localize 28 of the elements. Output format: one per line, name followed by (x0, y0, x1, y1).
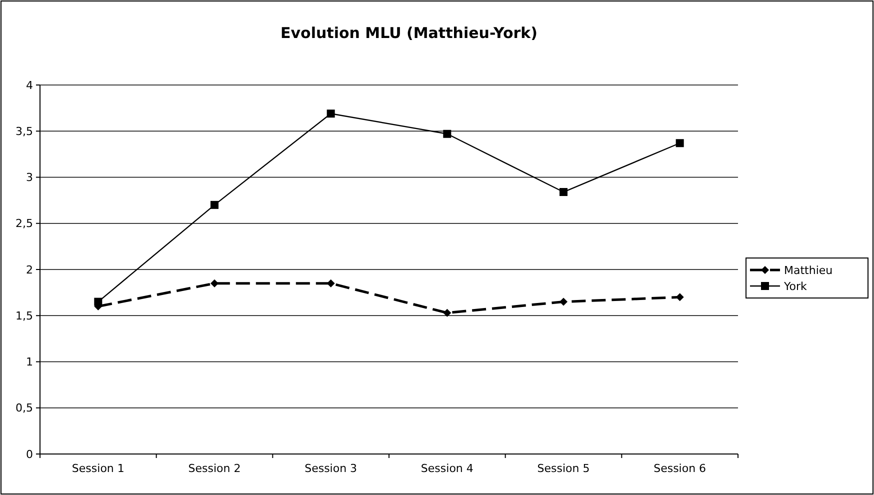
y-tick-label: 1 (26, 356, 33, 369)
x-tick-label: Session 3 (304, 462, 358, 475)
point (443, 308, 452, 317)
x-tick-label: Session 4 (420, 462, 474, 475)
y-tick-label: 2,5 (16, 217, 33, 230)
y-tick-label: 0 (26, 448, 33, 461)
x-tick-label: Session 6 (654, 462, 706, 475)
x-tick-label: Session 2 (188, 462, 241, 475)
point (560, 188, 568, 196)
point (326, 110, 335, 118)
point (560, 298, 568, 306)
x-tick-label: Session 5 (537, 462, 590, 475)
y-tick-label: 4 (26, 78, 33, 92)
y-tick-label: 0,5 (16, 402, 33, 415)
y-tick-label: 2 (26, 263, 33, 276)
point (210, 200, 218, 209)
x-tick-label: Session 1 (72, 462, 124, 475)
point (210, 279, 218, 288)
legend-label: Matthieu (784, 264, 833, 277)
y-tick-label: 3 (26, 171, 33, 184)
point (94, 298, 102, 306)
legend-label: York (783, 280, 808, 293)
y-tick-label: 3,5 (16, 124, 33, 138)
y-tick-label: 1,5 (16, 309, 33, 322)
chart-title: Evolution MLU (Matthieu-York) (280, 24, 538, 42)
point (326, 279, 335, 288)
point (443, 130, 452, 138)
point (676, 139, 684, 148)
